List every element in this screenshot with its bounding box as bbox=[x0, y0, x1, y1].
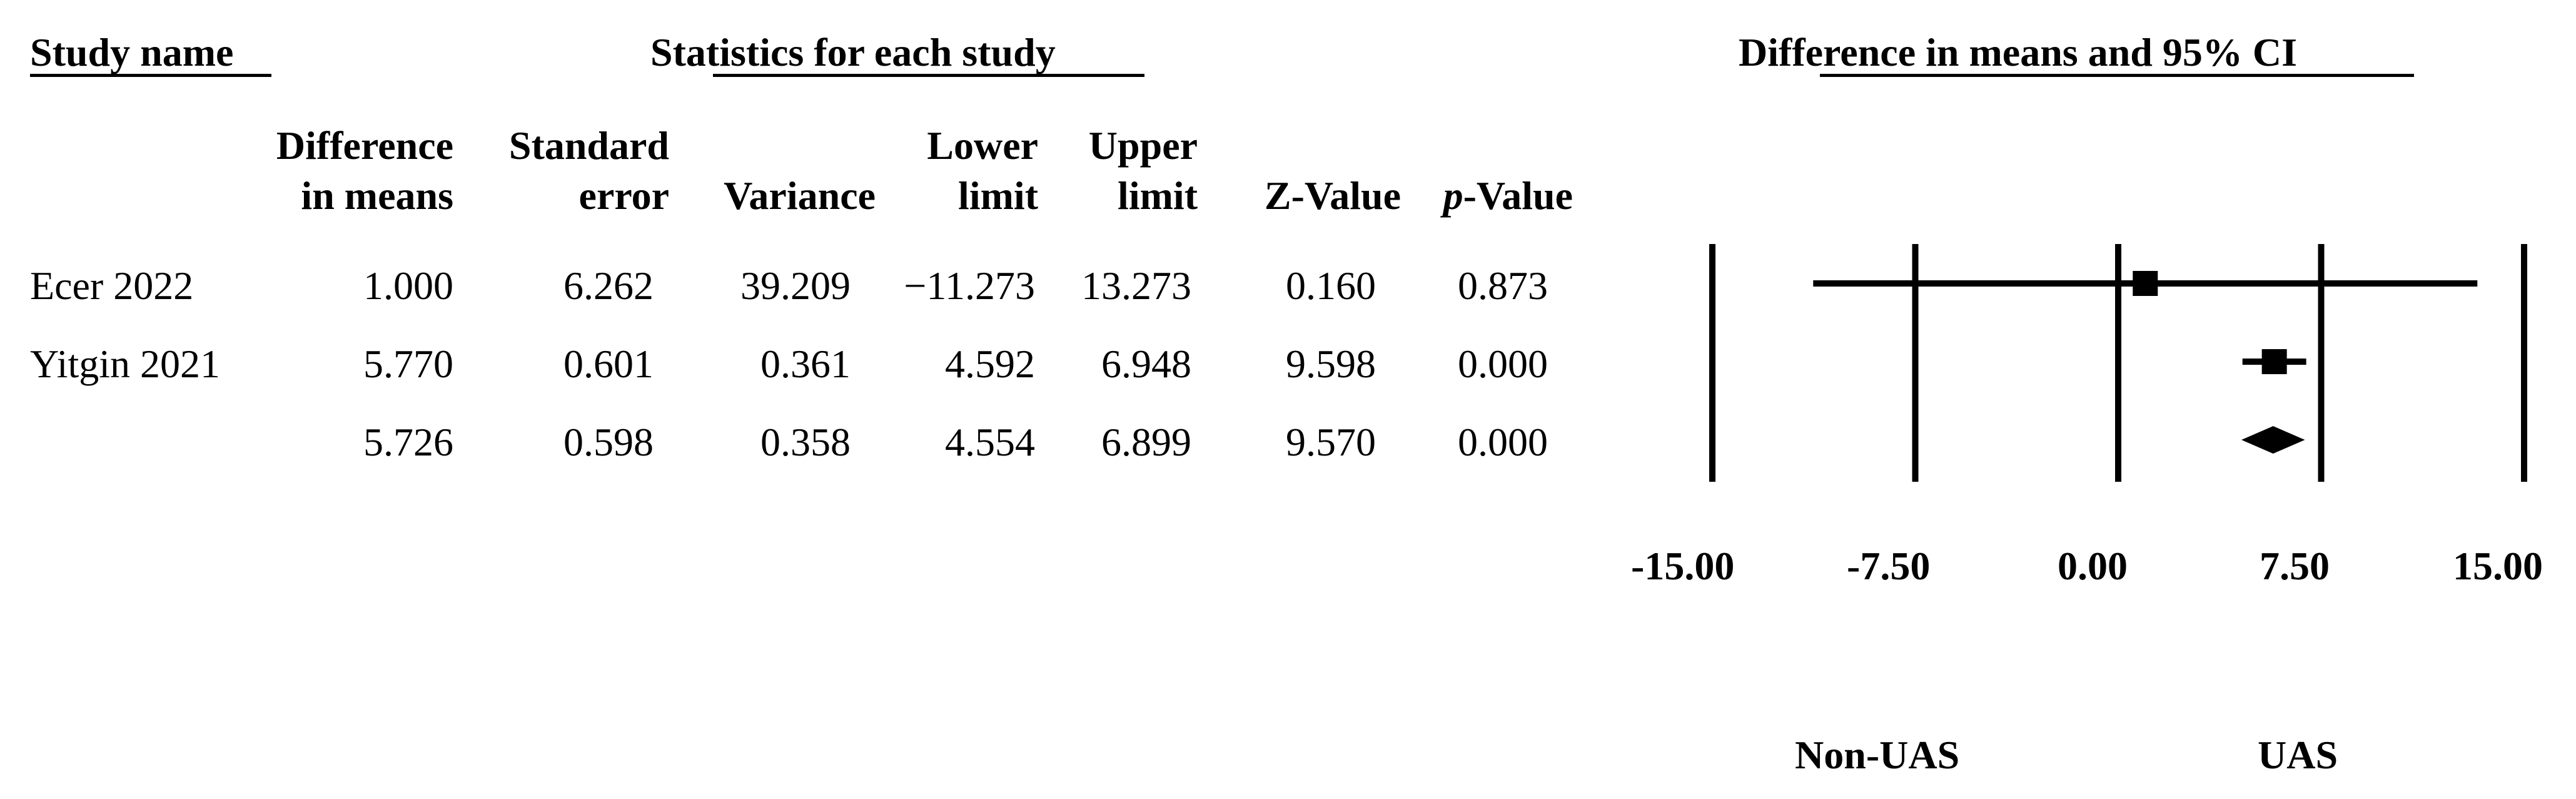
tick-label-0: 0.00 bbox=[2058, 544, 2128, 588]
favours-left-label: Non-UAS bbox=[1795, 733, 1960, 777]
col-upper-line2: limit bbox=[1118, 173, 1198, 218]
cell-lower: 4.554 bbox=[945, 420, 1035, 464]
col-diff-header: Difference in means bbox=[225, 121, 453, 221]
cell-upper: 13.273 bbox=[1081, 263, 1191, 308]
col-upper-header: Upper limit bbox=[1038, 121, 1198, 221]
col-lower-line2: limit bbox=[958, 173, 1038, 218]
tick-label-7p5: 7.50 bbox=[2260, 544, 2330, 588]
col-se-line2: error bbox=[578, 173, 669, 218]
col-z-header: Z-Value bbox=[1213, 171, 1401, 221]
cell-diff: 1.000 bbox=[363, 263, 453, 308]
cell-upper: 6.948 bbox=[1101, 342, 1191, 386]
cell-p: 0.000 bbox=[1458, 342, 1548, 386]
col-upper-line1: Upper bbox=[1088, 123, 1198, 168]
cell-upper: 6.899 bbox=[1101, 420, 1191, 464]
cell-se: 0.598 bbox=[563, 420, 654, 464]
cell-p: 0.000 bbox=[1458, 420, 1548, 464]
cell-variance: 0.361 bbox=[760, 342, 851, 386]
study-name-cell: Ecer 2022 bbox=[30, 263, 194, 308]
forest-underline bbox=[1820, 74, 2414, 77]
cell-lower: −11.273 bbox=[904, 263, 1035, 308]
forest-header: Difference in means and 95% CI bbox=[1739, 30, 2297, 74]
cell-se: 6.262 bbox=[563, 263, 654, 308]
col-z-label: Z-Value bbox=[1264, 173, 1401, 218]
statistics-underline bbox=[713, 74, 1144, 77]
col-p-rest: -Value bbox=[1463, 173, 1573, 218]
statistics-header: Statistics for each study bbox=[650, 30, 1056, 74]
col-diff-line1: Difference bbox=[276, 123, 453, 168]
favours-right-label: UAS bbox=[2258, 733, 2338, 777]
cell-diff: 5.770 bbox=[363, 342, 453, 386]
col-p-label: p-Value bbox=[1395, 171, 1573, 221]
tick-label-15: 15.00 bbox=[2453, 544, 2543, 588]
col-p-header: p-Value bbox=[1395, 171, 1573, 221]
col-diff-line2: in means bbox=[301, 173, 453, 218]
point-estimate-square bbox=[2261, 349, 2287, 374]
cell-se: 0.601 bbox=[563, 342, 654, 386]
cell-variance: 0.358 bbox=[760, 420, 851, 464]
cell-diff: 5.726 bbox=[363, 420, 453, 464]
study-name-header: Study name bbox=[30, 30, 234, 74]
cell-variance: 39.209 bbox=[740, 263, 851, 308]
col-se-line1: Standard bbox=[508, 123, 669, 168]
cell-z: 9.598 bbox=[1286, 342, 1376, 386]
study-name-cell: Yitgin 2021 bbox=[30, 342, 221, 386]
cell-p: 0.873 bbox=[1458, 263, 1548, 308]
col-lower-header: Lower limit bbox=[876, 121, 1038, 221]
cell-lower: 4.592 bbox=[945, 342, 1035, 386]
tick-label-neg15: -15.00 bbox=[1631, 544, 1735, 588]
col-variance-header: Variance bbox=[663, 171, 876, 221]
cell-z: 9.570 bbox=[1286, 420, 1376, 464]
col-lower-line1: Lower bbox=[927, 123, 1038, 168]
study-name-underline bbox=[30, 74, 271, 77]
cell-z: 0.160 bbox=[1286, 263, 1376, 308]
summary-diamond bbox=[2241, 426, 2305, 454]
tick-label-neg7p5: -7.50 bbox=[1847, 544, 1931, 588]
point-estimate-square bbox=[2133, 271, 2158, 296]
col-se-header: Standard error bbox=[463, 121, 669, 221]
col-variance-label: Variance bbox=[724, 173, 876, 218]
col-p-italic: p bbox=[1443, 173, 1463, 218]
